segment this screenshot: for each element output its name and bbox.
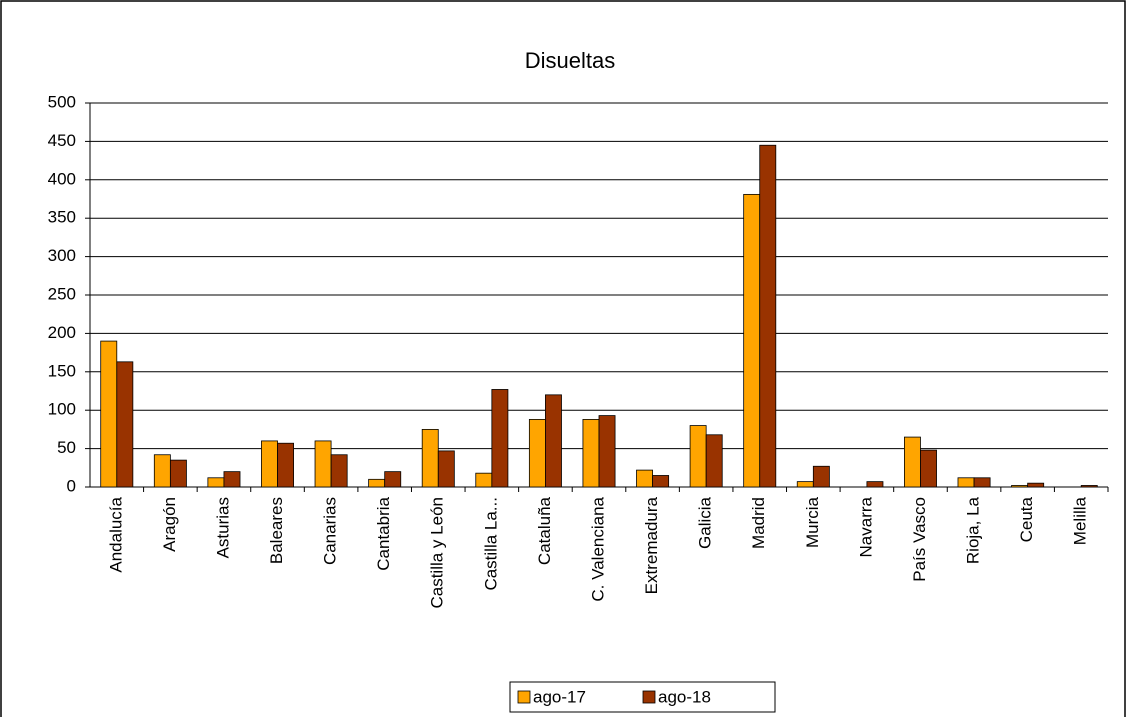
bar bbox=[796, 481, 814, 488]
bar bbox=[277, 442, 294, 488]
bar bbox=[689, 425, 707, 488]
legend-swatch bbox=[517, 690, 531, 704]
bar bbox=[1080, 485, 1098, 488]
legend-label: ago-17 bbox=[533, 687, 586, 706]
legend-label: ago-18 bbox=[658, 687, 711, 706]
bar bbox=[904, 436, 921, 488]
bar bbox=[812, 465, 830, 488]
bar bbox=[652, 475, 670, 488]
x-tick-label: Asturias bbox=[213, 497, 232, 558]
bar bbox=[636, 469, 653, 488]
x-tick-label: Baleares bbox=[267, 497, 286, 564]
bar bbox=[1027, 482, 1045, 488]
x-tick-label: Extremadura bbox=[642, 496, 661, 594]
x-tick-label: Rioja, La bbox=[964, 496, 983, 564]
chart-title: Disueltas bbox=[525, 48, 615, 73]
bar bbox=[582, 419, 600, 488]
bar bbox=[545, 394, 562, 488]
x-tick-label: Melilla bbox=[1071, 496, 1090, 545]
bar bbox=[743, 193, 761, 488]
bar bbox=[421, 428, 439, 488]
y-tick-label: 300 bbox=[48, 246, 76, 265]
bar bbox=[384, 471, 402, 488]
bar bbox=[866, 481, 884, 488]
legend-box bbox=[509, 681, 776, 713]
x-tick-label: Galicia bbox=[696, 496, 715, 549]
bar bbox=[116, 361, 134, 488]
bar bbox=[368, 478, 386, 488]
bar bbox=[491, 389, 509, 488]
bar bbox=[330, 454, 348, 488]
bar bbox=[223, 471, 241, 488]
y-tick-label: 0 bbox=[67, 476, 76, 495]
bar bbox=[705, 434, 723, 488]
bar bbox=[528, 419, 546, 488]
bar bbox=[314, 440, 332, 488]
y-tick-label: 250 bbox=[48, 284, 76, 303]
bar bbox=[437, 450, 455, 488]
x-tick-label: Aragón bbox=[160, 497, 179, 552]
bar bbox=[759, 144, 777, 488]
bar bbox=[261, 440, 278, 488]
bar bbox=[973, 477, 991, 488]
x-tick-label: Cataluña bbox=[535, 496, 554, 565]
x-tick-label: Navarra bbox=[856, 496, 875, 557]
bar bbox=[920, 449, 937, 488]
bar bbox=[957, 477, 975, 488]
y-tick-label: 350 bbox=[48, 208, 76, 227]
x-tick-label: Ceuta bbox=[1017, 496, 1036, 542]
x-tick-label: Madrid bbox=[749, 497, 768, 549]
bar bbox=[153, 454, 171, 488]
x-tick-label: Andalucía bbox=[106, 496, 125, 572]
legend-swatch bbox=[642, 690, 656, 704]
y-tick-label: 200 bbox=[48, 323, 76, 342]
bar bbox=[598, 415, 616, 488]
bar bbox=[1011, 485, 1029, 488]
bar bbox=[169, 459, 187, 488]
bar bbox=[475, 472, 493, 488]
y-tick-label: 50 bbox=[57, 438, 76, 457]
x-tick-label: Cantabria bbox=[374, 496, 393, 570]
y-tick-label: 100 bbox=[48, 400, 76, 419]
y-tick-label: 400 bbox=[48, 169, 76, 188]
y-tick-label: 450 bbox=[48, 131, 76, 150]
bar bbox=[207, 477, 225, 488]
x-tick-label: Castilla La... bbox=[481, 497, 500, 591]
x-tick-label: País Vasco bbox=[910, 497, 929, 582]
y-tick-label: 150 bbox=[48, 361, 76, 380]
x-tick-label: Murcia bbox=[803, 496, 822, 548]
y-tick-label: 500 bbox=[48, 92, 76, 111]
x-tick-label: Castilla y León bbox=[428, 497, 447, 609]
bar bbox=[100, 340, 118, 488]
x-tick-label: Canarias bbox=[321, 497, 340, 565]
x-tick-label: C. Valenciana bbox=[588, 496, 607, 601]
